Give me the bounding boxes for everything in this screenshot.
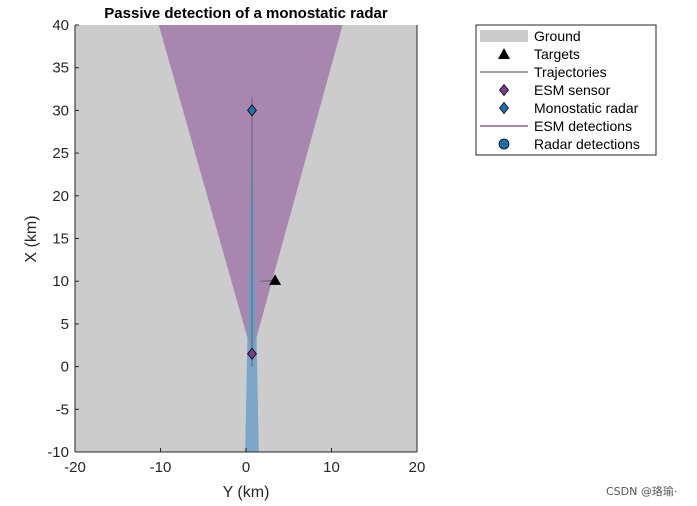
y-tick-label: 40	[52, 17, 69, 34]
x-tick-label: -10	[150, 459, 172, 476]
y-tick-label: 20	[52, 188, 69, 205]
legend-marker-circle	[498, 138, 510, 150]
legend-label: Ground	[534, 28, 581, 44]
legend-label: Monostatic radar	[534, 100, 639, 116]
y-tick-label: -10	[47, 444, 69, 461]
y-tick-label: 30	[52, 102, 69, 119]
legend-label: Trajectories	[534, 64, 607, 80]
esm-sensor-marker	[247, 347, 257, 360]
legend-marker-target	[498, 48, 510, 59]
legend-label: ESM sensor	[534, 82, 611, 98]
x-tick-label: 20	[409, 459, 426, 476]
legend-label: Targets	[534, 46, 580, 62]
watermark-text: CSDN @珞瑜·	[606, 484, 677, 498]
target-marker	[269, 274, 282, 285]
x-tick-label: 0	[242, 459, 250, 476]
chart-title: Passive detection of a monostatic radar	[104, 5, 388, 22]
y-tick-label: 25	[52, 145, 69, 162]
y-tick-label: 35	[52, 60, 69, 77]
y-tick-label: 15	[52, 231, 69, 248]
legend-swatch-ground	[480, 30, 528, 42]
x-axis-label: Y (km)	[223, 484, 270, 501]
x-tick-label: -20	[64, 459, 86, 476]
plot-area	[75, 25, 417, 453]
y-axis-label: X (km)	[23, 215, 40, 262]
y-tick-label: 0	[61, 359, 69, 376]
x-tick-label: 10	[323, 459, 340, 476]
legend-marker-diamond	[499, 101, 509, 115]
legend-label: ESM detections	[534, 118, 632, 134]
y-tick-label: 10	[52, 273, 69, 290]
legend-marker-diamond	[499, 83, 509, 97]
legend: Ground Targets Trajectories ESM sensor Monos…	[475, 24, 657, 156]
y-tick-label: -5	[56, 401, 69, 418]
legend-label: Radar detections	[534, 136, 640, 152]
monostatic-radar-marker	[247, 104, 257, 117]
y-tick-label: 5	[61, 316, 69, 333]
